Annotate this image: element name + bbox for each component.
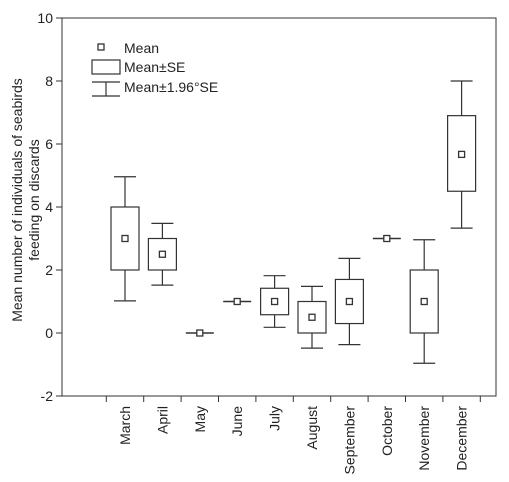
box-november [409, 239, 439, 364]
x-axis: March April May June July August September Octo… [105, 396, 481, 475]
box-april [147, 222, 177, 286]
mean-marker-august [308, 313, 316, 321]
mean-marker-november [420, 297, 428, 306]
mean-marker-june [233, 297, 241, 306]
mean-marker-october [383, 234, 391, 243]
box-series [110, 80, 477, 364]
x-tick-label-september: September [341, 406, 357, 475]
legend-entry-se: Mean±SE [124, 59, 185, 75]
legend: Mean Mean±SE Mean±1.96°SE [91, 40, 218, 97]
x-tick-label-december: December [454, 406, 470, 471]
mean-marker-december [457, 150, 466, 159]
legend-se-box [91, 59, 121, 75]
box-august [297, 285, 327, 349]
box-october [372, 234, 401, 243]
box-july [260, 275, 290, 328]
y-tick-label-6: 10 [37, 10, 53, 26]
mean-marker-september [345, 297, 354, 306]
x-tick-label-august: August [304, 406, 320, 450]
y-tick-label-0: -2 [41, 388, 54, 404]
x-tick-label-april: April [154, 406, 170, 434]
legend-entry-ci: Mean±1.96°SE [124, 79, 218, 95]
x-tick-label-june: June [229, 406, 245, 437]
mean-marker-july [270, 297, 279, 306]
x-tick-label-october: October [379, 406, 395, 456]
y-axis-label-line-2: feeding on discards [26, 139, 42, 260]
y-axis-label-line-1: Mean number of individuals of seabirds [9, 78, 25, 322]
mean-marker-march [121, 234, 129, 243]
legend-mean-marker [97, 43, 105, 51]
y-tick-label-5: 8 [45, 73, 53, 89]
x-tick-label-march: March [117, 406, 133, 445]
mean-marker-may [196, 329, 204, 337]
box-december [447, 80, 477, 229]
x-tick-label-may: May [192, 406, 208, 432]
y-tick-label-4: 6 [45, 136, 53, 152]
box-september [334, 257, 364, 346]
box-march [110, 176, 140, 302]
mean-marker-april [158, 250, 167, 258]
y-axis: -2 0 2 4 6 8 10 [37, 10, 62, 404]
x-tick-label-july: July [267, 406, 283, 431]
y-tick-label-2: 2 [45, 262, 53, 278]
box-june [223, 297, 252, 306]
y-tick-label-3: 4 [45, 199, 53, 215]
y-tick-label-1: 0 [45, 325, 53, 341]
legend-entry-mean: Mean [124, 40, 159, 56]
x-tick-label-november: November [416, 406, 432, 471]
box-may [185, 329, 214, 337]
